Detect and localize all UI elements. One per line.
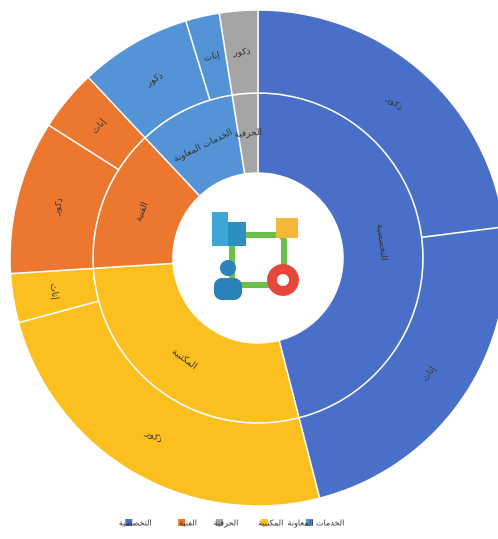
legend-label: الفنية	[179, 519, 197, 528]
outer-segment	[218, 9, 259, 96]
segment-label: الحرفية	[234, 128, 263, 140]
legend-label: المكتبية	[258, 519, 283, 528]
legend-label: الحرفية	[214, 519, 239, 528]
segment-label: ذكور	[232, 47, 251, 58]
legend-swatch	[178, 519, 186, 526]
legend-swatch	[305, 519, 313, 526]
outer-segment	[17, 300, 321, 507]
outer-segment	[298, 226, 498, 500]
segment-label: التخصصية	[374, 223, 389, 261]
center-icon	[173, 173, 343, 343]
legend-label: التخصصية	[119, 519, 152, 528]
outer-segment	[257, 9, 498, 239]
legend-label: الخدمات المعاونة	[288, 519, 345, 528]
segment-label: إناث	[203, 51, 221, 64]
segment-label: ذكور	[51, 197, 65, 217]
legend-swatch	[125, 519, 133, 526]
segment-label: إناث	[48, 283, 61, 301]
legend-swatch	[260, 519, 268, 526]
legend-swatch	[215, 519, 223, 526]
